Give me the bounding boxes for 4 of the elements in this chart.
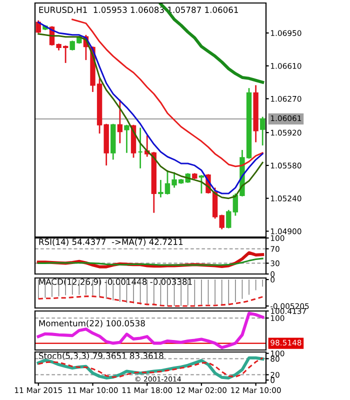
text: Momentum(22) 100.0538 (39, 320, 145, 328)
chart-title: RSI(14) 54.4377 ->MA(7) 42.7211 (39, 238, 183, 246)
chart-title: MACD(12,26,9) -0.001448 -0.003381 (39, 278, 192, 286)
chart-title: EURUSD,H1 1.05953 1.06083 1.05787 1.06061 (39, 6, 238, 14)
